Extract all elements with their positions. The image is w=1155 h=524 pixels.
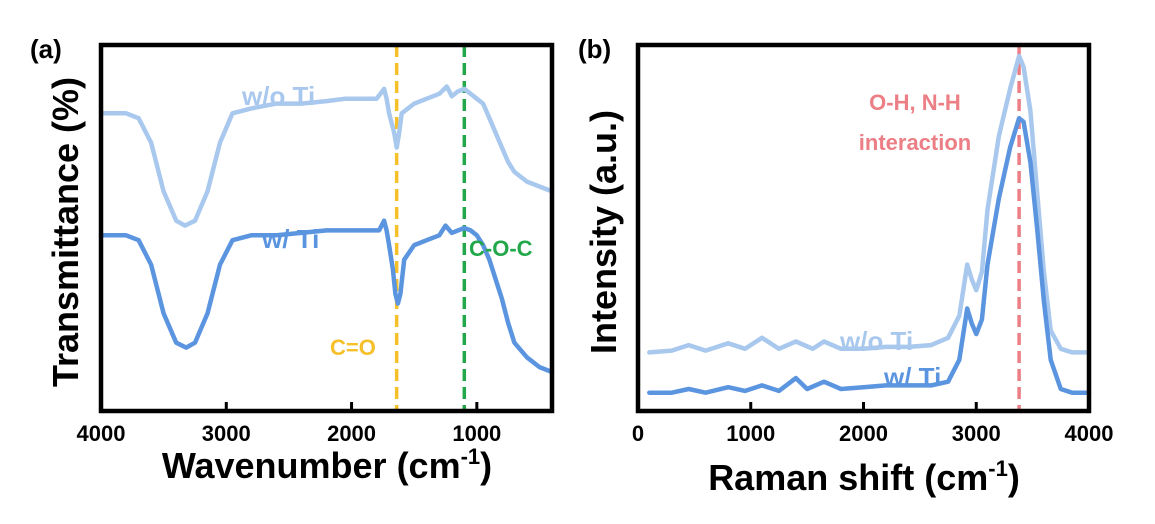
series-label-w-ti-a: w/ Ti	[261, 224, 319, 254]
series-line-a-1	[98, 218, 555, 375]
series-line-b-0	[647, 53, 1092, 355]
x-tick-label-a-3: 1000	[452, 421, 501, 446]
panel-a-ftir-chart: (a) 4000 3000 2000 1000 w/o Ti w/ Ti C=O C-…	[30, 34, 555, 486]
series-line-a-0	[98, 84, 555, 228]
annotation-interaction: interaction	[859, 130, 971, 155]
plot-frame-b	[635, 42, 1092, 414]
x-ticks-b: 0 1000 2000 3000 4000	[632, 402, 1114, 446]
panel-label-b: (b)	[578, 34, 611, 64]
annotation-lines-a	[394, 45, 467, 411]
x-tick-label-a-0: 4000	[77, 421, 126, 446]
panel-label-a: (a)	[30, 34, 62, 64]
x-tick-label-b-1: 1000	[726, 421, 775, 446]
panel-b-raman-chart: (b) 0 1000 2000 3000 4000 O-H, N-H interacti…	[578, 34, 1113, 498]
x-tick-label-b-3: 3000	[952, 421, 1001, 446]
x-tick-label-a-1: 3000	[202, 421, 251, 446]
x-ticks-a: 4000 3000 2000 1000	[77, 402, 501, 446]
series-label-wo-ti-a: w/o Ti	[241, 81, 315, 111]
series-group-b	[647, 53, 1092, 395]
annotation-c-o: C=O	[330, 335, 376, 360]
series-group-a	[98, 84, 555, 375]
series-label-wo-ti-b: w/o Ti	[839, 326, 913, 356]
plot-frame-a	[98, 42, 555, 414]
annotation-c-o-c: C-O-C	[469, 236, 533, 261]
annotation-o-h-n-h: O-H, N-H	[869, 90, 961, 115]
x-axis-label-b: Raman shift (cm-1)	[708, 456, 1020, 498]
x-tick-label-b-2: 2000	[839, 421, 888, 446]
series-line-b-1	[647, 115, 1092, 395]
x-tick-label-b-4: 4000	[1065, 421, 1114, 446]
x-tick-label-a-2: 2000	[327, 421, 376, 446]
x-tick-label-b-0: 0	[632, 421, 644, 446]
y-axis-label-b: Intensity (a.u.)	[583, 110, 624, 354]
series-label-w-ti-b: w/ Ti	[883, 362, 941, 392]
x-axis-label-a: Wavenumber (cm-1)	[162, 444, 492, 486]
y-axis-label-a: Transmittance (%)	[45, 77, 86, 387]
